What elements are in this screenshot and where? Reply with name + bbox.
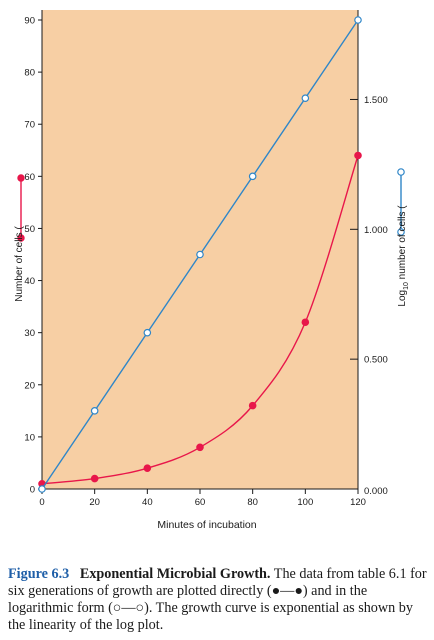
- log-cell-count-point: [90, 407, 99, 415]
- cell-count-point: [196, 443, 204, 452]
- log-cell-count-point: [143, 328, 152, 337]
- y-axis-label-right-sub: 10: [403, 282, 410, 290]
- y-left-tick-label: 40: [24, 276, 35, 287]
- y-left-tick-label: 90: [24, 16, 35, 27]
- x-tick-label: 0: [39, 497, 44, 508]
- log-cell-count-point: [248, 172, 257, 181]
- y-left-tick-label: 20: [24, 380, 35, 391]
- y-right-tick-label: 0.000: [364, 486, 388, 497]
- y-left-tick-label: 30: [24, 328, 35, 339]
- x-tick-label: 20: [89, 497, 100, 508]
- log-cell-count-point: [196, 250, 204, 259]
- cell-count-point: [248, 401, 257, 410]
- y-left-tick-label: 0: [30, 485, 35, 496]
- figure-caption: Figure 6.3 Exponential Microbial Growth.…: [8, 566, 428, 634]
- y-left-tick-label: 50: [24, 224, 35, 235]
- y-right-tick-label: 0.500: [364, 355, 388, 366]
- right-legend-marker: [397, 168, 405, 176]
- caption-text: The data from table 6.1 for six generati…: [8, 566, 427, 633]
- x-tick-label: 120: [350, 497, 366, 508]
- y-axis-label-left: Number of cells (: [14, 226, 25, 302]
- cell-count-point: [143, 464, 152, 472]
- left-legend-marker: [17, 174, 25, 182]
- x-tick-label: 80: [247, 497, 258, 508]
- axis-legend-markers: [17, 168, 405, 242]
- cell-count-point: [354, 151, 362, 160]
- y-axis-label-right-tail: number of cells (: [397, 205, 408, 282]
- cell-count-point: [90, 474, 99, 483]
- log-cell-count-point: [301, 94, 310, 102]
- caption-figure-number: Figure 6.3: [8, 566, 70, 582]
- y-left-tick-label: 70: [24, 120, 35, 131]
- left-legend-marker: [17, 234, 25, 242]
- y-right-tick-label: 1.000: [364, 225, 388, 236]
- log-cell-count-point: [354, 16, 362, 24]
- tick-group: 0 20 40 60 80 100 120 0 10 20 30 40 50 60 70 80 90 0.000 0…: [24, 16, 387, 509]
- y-left-tick-label: 80: [24, 68, 35, 79]
- right-legend-marker: [397, 228, 405, 236]
- y-left-tick-label: 10: [24, 432, 35, 443]
- log-cell-count-point: [38, 485, 46, 493]
- x-tick-label: 40: [142, 497, 153, 508]
- y-axis-label-left-text: Number of cells (: [14, 226, 25, 302]
- y-axis-label-right-text: Log: [397, 290, 408, 307]
- caption-title: Exponential Microbial Growth.: [79, 566, 271, 582]
- series-group: [38, 16, 362, 493]
- exponential-growth-chart: 0 20 40 60 80 100 120 0 10 20 30 40 50 60 70 80 90 0.000 0…: [14, 10, 410, 531]
- x-tick-label: 60: [195, 497, 206, 508]
- plot-area: [42, 10, 358, 489]
- y-left-tick-label: 60: [24, 172, 35, 183]
- x-axis-label: Minutes of incubation: [157, 519, 256, 531]
- x-tick-label: 100: [297, 497, 313, 508]
- y-right-tick-label: 1.500: [364, 95, 388, 106]
- y-axis-label-right: Log10 number of cells (: [397, 205, 410, 307]
- cell-count-point: [301, 318, 310, 327]
